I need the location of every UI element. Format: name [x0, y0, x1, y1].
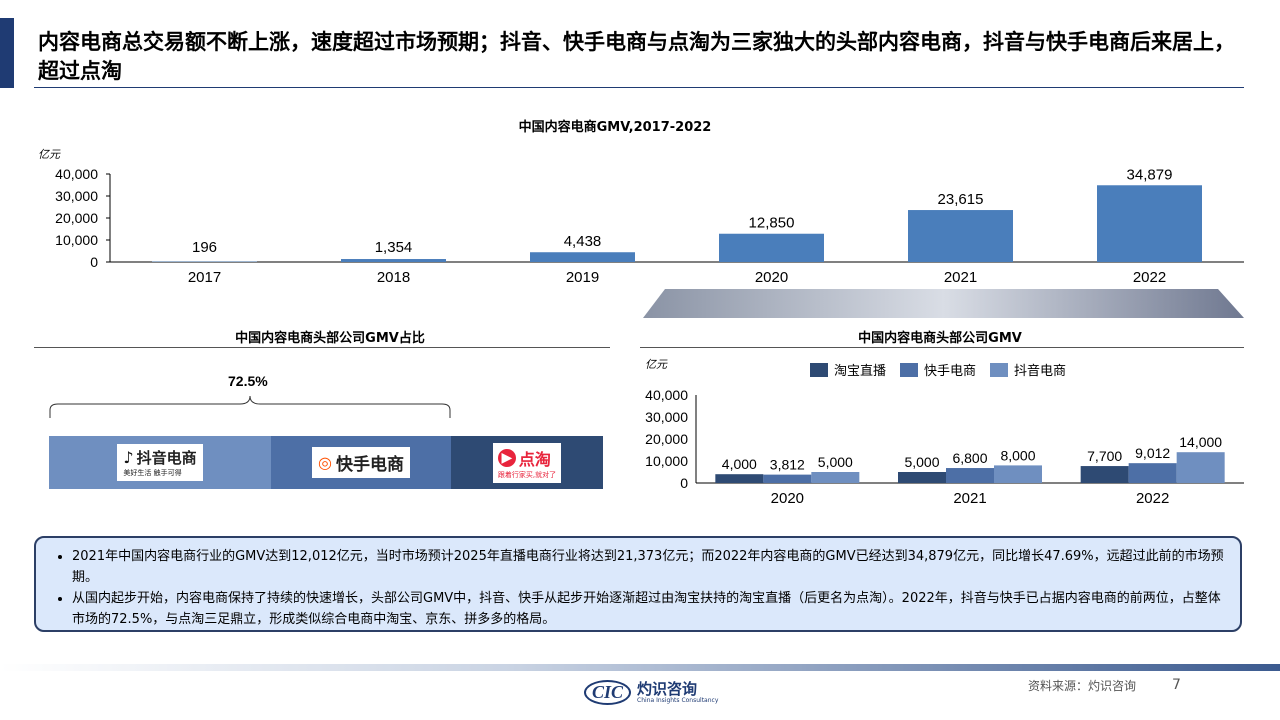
head-gmv-value-label: 14,000 [1179, 434, 1222, 450]
footer-band [0, 664, 1280, 671]
legend-swatch-taobao [810, 362, 828, 377]
head-gmv-value-label: 4,000 [722, 456, 757, 472]
head-gmv-chart-unit: 亿元 [645, 358, 667, 371]
page-number: 7 [1172, 677, 1181, 693]
legend-item-kuaishou: 快手电商 [900, 360, 976, 379]
head-gmv-bar [811, 472, 860, 483]
legend-item-taobao: 淘宝直播 [810, 360, 886, 379]
callout-trapezoid [643, 289, 1244, 318]
gmv-value-label: 4,438 [564, 233, 602, 250]
x-tick-label: 2020 [771, 490, 804, 507]
y-tick-label: 20,000 [55, 210, 98, 226]
legend-swatch-kuaishou [900, 362, 919, 377]
douyin-note-icon: ♪ [123, 448, 134, 467]
y-tick-label: 40,000 [645, 387, 688, 403]
head-gmv-value-label: 5,000 [818, 454, 853, 470]
head-gmv-value-label: 8,000 [1000, 447, 1035, 463]
head-gmv-bar [715, 474, 764, 483]
legend-label-taobao: 淘宝直播 [834, 364, 887, 379]
y-tick-label: 10,000 [55, 232, 98, 248]
y-tick-label: 30,000 [55, 188, 98, 204]
gmv-bar-chart: 0 10,000 20,000 30,000 40,000 196 2017 1,354 201… [55, 166, 1244, 286]
x-tick-label: 2020 [755, 269, 788, 286]
share-segment-kuaishou: ◎ 快手电商 [271, 436, 451, 489]
head-gmv-bar [763, 474, 812, 483]
gmv-bar [1097, 185, 1202, 262]
diantao-logo: ▶ 点淘 跟着行家买,就对了 [492, 442, 562, 483]
head-gmv-bar [946, 468, 994, 483]
head-gmv-value-label: 7,700 [1087, 448, 1122, 464]
legend-item-douyin: 抖音电商 [990, 360, 1066, 379]
head-gmv-bar [898, 472, 946, 483]
head-gmv-divider [640, 347, 1244, 348]
x-tick-label: 2018 [377, 269, 410, 286]
head-gmv-bar [1176, 452, 1225, 483]
head-gmv-value-label: 3,812 [770, 457, 805, 473]
douyin-logo-text: 抖音电商 [136, 449, 197, 467]
share-strip: ♪ 抖音电商 美好生活 触手可得 ◎ 快手电商 ▶ 点淘 跟着行家买,就对了 [49, 436, 603, 489]
share-divider [34, 347, 610, 348]
legend-label-kuaishou: 快手电商 [924, 364, 977, 379]
title-divider [34, 87, 1244, 88]
gmv-value-label: 23,615 [938, 191, 984, 208]
cic-logo-cn: 灼识咨询 [637, 680, 698, 698]
share-brace [49, 395, 451, 418]
y-tick-label: 30,000 [645, 409, 688, 425]
x-tick-label: 2021 [953, 490, 986, 507]
combined-share-pct: 72.5% [228, 373, 268, 389]
gmv-value-label: 12,850 [749, 215, 795, 232]
gmv-bar [530, 252, 635, 262]
gmv-value-label: 196 [192, 239, 217, 256]
gmv-chart-unit: 亿元 [38, 148, 60, 161]
douyin-tagline: 美好生活 触手可得 [123, 469, 182, 477]
head-gmv-bar [1080, 466, 1129, 483]
gmv-bar [341, 259, 446, 262]
y-tick-label: 0 [90, 254, 98, 270]
gmv-bar [908, 210, 1013, 262]
x-tick-label: 2021 [944, 269, 977, 286]
diantao-play-icon: ▶ [497, 448, 516, 467]
share-segment-douyin: ♪ 抖音电商 美好生活 触手可得 [49, 436, 271, 489]
note-item-1: 2021年中国内容电商行业的GMV达到12,012亿元，当时市场预计2025年直… [72, 546, 1226, 588]
legend-label-douyin: 抖音电商 [1014, 364, 1067, 379]
diantao-tagline: 跟着行家买,就对了 [497, 470, 557, 479]
y-tick-label: 40,000 [55, 166, 98, 182]
legend-swatch-douyin [990, 362, 1009, 377]
title-accent-bar [0, 18, 14, 88]
source-note: 资料来源：灼识咨询 [1028, 679, 1137, 693]
gmv-value-label: 34,879 [1127, 166, 1173, 183]
gmv-chart-title: 中国内容电商GMV,2017-2022 [518, 120, 712, 135]
gmv-value-label: 1,354 [375, 239, 413, 256]
share-title: 中国内容电商头部公司GMV占比 [235, 331, 425, 346]
notes-box: 2021年中国内容电商行业的GMV达到12,012亿元，当时市场预计2025年直… [34, 536, 1242, 632]
x-tick-label: 2017 [188, 269, 221, 286]
kuaishou-logo-text: 快手电商 [335, 455, 404, 475]
x-tick-label: 2022 [1133, 269, 1166, 286]
diantao-logo-text: 点淘 [518, 449, 551, 469]
head-gmv-bar [994, 465, 1042, 483]
head-gmv-value-label: 9,012 [1135, 445, 1170, 461]
x-tick-label: 2022 [1136, 490, 1169, 507]
head-gmv-legend: 淘宝直播 快手电商 抖音电商 [810, 360, 1066, 379]
x-tick-label: 2019 [566, 269, 599, 286]
kuaishou-camera-icon: ◎ [318, 453, 332, 472]
gmv-bar [719, 233, 824, 262]
footer-logo: CIC 灼识咨询 China Insights Consultancy [584, 680, 718, 705]
head-gmv-value-label: 5,000 [904, 454, 939, 470]
y-tick-label: 0 [680, 475, 688, 491]
cic-logo-mark: CIC [584, 680, 632, 705]
y-tick-label: 10,000 [645, 453, 688, 469]
note-item-2: 从国内起步开始，内容电商保持了持续的快速增长，头部公司GMV中，抖音、快手从起步… [72, 588, 1226, 630]
head-gmv-bar [1128, 463, 1177, 483]
page-title: 内容电商总交易额不断上涨，速度超过市场预期；抖音、快手电商与点淘为三家独大的头部… [38, 30, 1235, 83]
y-tick-label: 20,000 [645, 431, 688, 447]
share-segment-diantao: ▶ 点淘 跟着行家买,就对了 [451, 436, 603, 489]
head-gmv-value-label: 6,800 [952, 450, 987, 466]
douyin-logo: ♪ 抖音电商 美好生活 触手可得 [117, 444, 203, 481]
kuaishou-logo: ◎ 快手电商 [312, 447, 410, 478]
head-gmv-chart-title: 中国内容电商头部公司GMV [858, 331, 1022, 346]
cic-logo-en: China Insights Consultancy [637, 697, 719, 704]
